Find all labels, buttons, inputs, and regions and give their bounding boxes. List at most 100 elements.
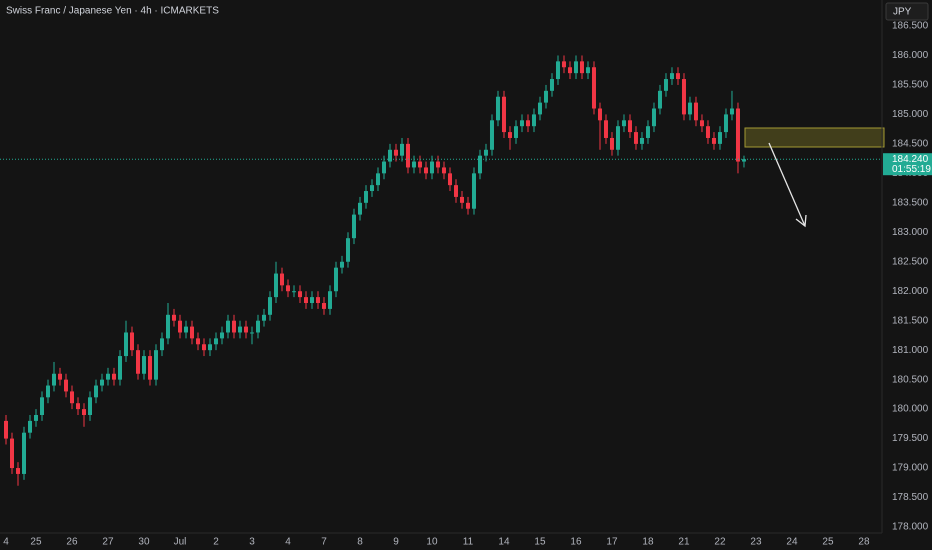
candle-body xyxy=(357,202,362,215)
candle-body xyxy=(537,102,542,115)
candle-body xyxy=(333,267,338,292)
candle-body xyxy=(93,385,98,398)
candle-body xyxy=(291,291,296,293)
candle-body xyxy=(87,397,92,416)
candle-body xyxy=(171,314,176,321)
symbol-title: Swiss Franc / Japanese Yen · 4h · ICMARK… xyxy=(6,6,219,17)
x-tick-label: 2 xyxy=(213,537,219,548)
candle-body xyxy=(285,285,290,292)
y-tick-label: 184.500 xyxy=(892,139,929,150)
candle-body xyxy=(741,159,746,162)
x-tick-label: 26 xyxy=(66,537,78,548)
candle-body xyxy=(165,314,170,339)
candle-body xyxy=(303,297,308,304)
x-tick-label: 9 xyxy=(393,537,399,548)
y-tick-label: 183.000 xyxy=(892,227,929,238)
candle-body xyxy=(9,438,14,469)
candle-body xyxy=(699,120,704,127)
candle-body xyxy=(519,120,524,127)
candle-body xyxy=(501,96,506,133)
candle-body xyxy=(429,161,434,174)
x-tick-label: 7 xyxy=(321,537,327,548)
x-tick-label: 30 xyxy=(138,537,150,548)
candle-body xyxy=(465,202,470,209)
y-tick-label: 185.500 xyxy=(892,80,929,91)
candle-body xyxy=(51,373,56,386)
candle-body xyxy=(195,338,200,345)
candle-body xyxy=(615,126,620,150)
candle-body xyxy=(111,373,116,380)
candle-body xyxy=(471,173,476,209)
candle-body xyxy=(399,143,404,156)
y-tick-label: 178.000 xyxy=(892,522,929,533)
candle-body xyxy=(729,108,734,115)
candle-body xyxy=(387,149,392,162)
candle-body xyxy=(255,320,260,333)
x-tick-label: 27 xyxy=(102,537,114,548)
candle-body xyxy=(363,191,368,203)
plot-area: 186.500186.000185.500185.000184.500184.0… xyxy=(3,21,928,548)
candle-body xyxy=(447,173,452,186)
candle-body xyxy=(603,120,608,138)
y-tick-label: 183.500 xyxy=(892,197,929,208)
candle-body xyxy=(321,303,326,309)
candle-body xyxy=(441,167,446,174)
candle-body xyxy=(297,291,302,298)
candle-body xyxy=(585,67,590,74)
candle-body xyxy=(393,149,398,156)
candle-body xyxy=(141,356,146,374)
candle-body xyxy=(423,167,428,174)
x-tick-label: 21 xyxy=(678,537,690,548)
candle-body xyxy=(63,379,68,392)
candle-body xyxy=(279,273,284,286)
currency-box[interactable] xyxy=(885,2,929,21)
candle-body xyxy=(33,415,38,421)
candle-body xyxy=(3,420,8,439)
candle-body xyxy=(309,297,314,304)
y-tick-label: 182.000 xyxy=(892,286,929,297)
candle-body xyxy=(225,320,230,333)
candle-body xyxy=(201,344,206,351)
last-price-label: 184.240 xyxy=(892,154,929,165)
candle-body xyxy=(693,102,698,121)
candle-body xyxy=(579,61,584,74)
supply-zone xyxy=(744,127,885,148)
candle-body xyxy=(639,137,644,144)
y-tick-label: 181.500 xyxy=(892,315,929,326)
y-tick-label: 179.000 xyxy=(892,463,929,474)
candle-body xyxy=(561,61,566,68)
x-tick-label: 8 xyxy=(357,537,363,548)
x-tick-label: 14 xyxy=(498,537,510,548)
candle-body xyxy=(507,132,512,138)
last-price-box xyxy=(883,153,932,176)
candle-body xyxy=(117,356,122,380)
countdown-label: 01:55:19 xyxy=(892,164,931,175)
x-tick-label: 18 xyxy=(642,537,654,548)
candle-body xyxy=(495,96,500,121)
y-tick-label: 181.000 xyxy=(892,345,929,356)
candle-body xyxy=(567,67,572,74)
y-tick-label: 186.500 xyxy=(892,21,929,32)
candle-body xyxy=(435,161,440,168)
candle-body xyxy=(621,120,626,127)
candle-body xyxy=(375,173,380,186)
candle-body xyxy=(219,332,224,339)
y-tick-label: 185.000 xyxy=(892,109,929,120)
arrow-head xyxy=(795,214,807,228)
candle-body xyxy=(591,67,596,109)
candle-body xyxy=(213,338,218,345)
x-tick-label: 23 xyxy=(750,537,762,548)
candle-body xyxy=(543,90,548,103)
x-tick-label: 3 xyxy=(249,537,255,548)
currency-label[interactable]: JPY xyxy=(893,7,912,18)
candle-body xyxy=(705,126,710,138)
candle-body xyxy=(183,326,188,333)
candle-body xyxy=(327,291,332,309)
candle-body xyxy=(483,149,488,156)
candle-body xyxy=(549,79,554,91)
candle-body xyxy=(351,214,356,239)
candle-body xyxy=(339,261,344,268)
projection-arrow xyxy=(768,142,806,227)
